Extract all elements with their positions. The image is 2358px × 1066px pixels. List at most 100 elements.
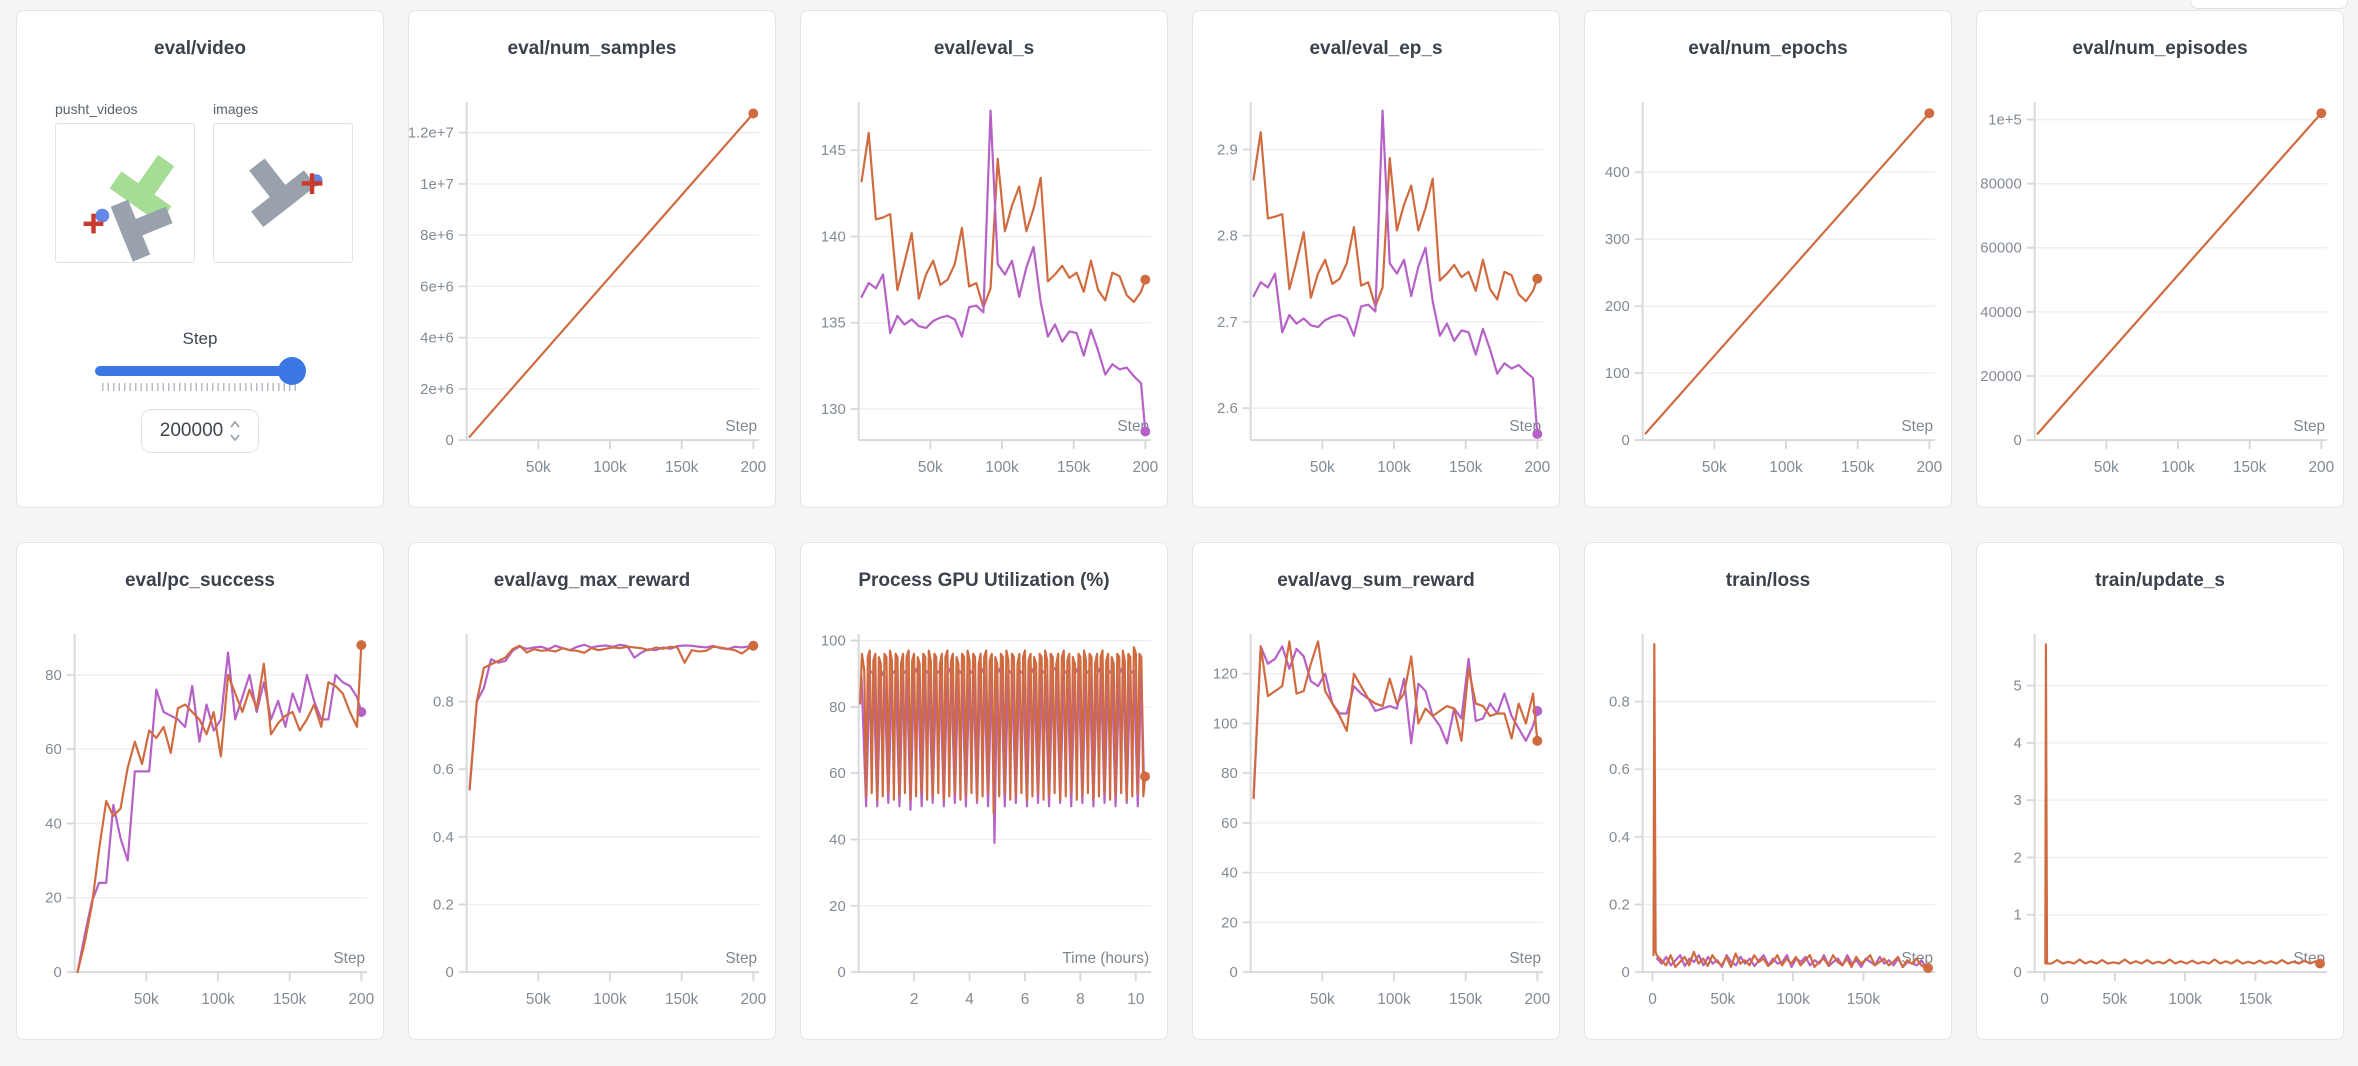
svg-text:100: 100 (1213, 716, 1238, 732)
svg-text:1e+7: 1e+7 (420, 177, 454, 193)
svg-text:150k: 150k (1057, 459, 1091, 476)
gpu-utilization-chart: 0 20 40 60 80 100 2 4 6 8 10 Time (hours) (821, 634, 1152, 1008)
svg-text:100: 100 (1605, 366, 1630, 382)
svg-text:50k: 50k (2102, 991, 2127, 1008)
svg-text:200: 200 (1605, 299, 1630, 315)
svg-text:0: 0 (445, 965, 453, 981)
panel-eval-avg-max-reward[interactable]: eval/avg_max_reward 0 0.2 0.4 0.6 0.8 50k 100k… (408, 542, 776, 1040)
svg-text:200: 200 (1524, 991, 1550, 1008)
stepper-up-icon (230, 420, 240, 428)
images-thumbnail[interactable] (213, 123, 353, 263)
media-label-images: images (213, 101, 259, 117)
svg-text:150k: 150k (1449, 459, 1483, 476)
svg-text:8e+6: 8e+6 (420, 228, 454, 244)
eval-num-epochs-chart: 0 100 200 300 400 50k 100k 150k 200 Step (1605, 101, 1942, 476)
panel-eval-num-episodes[interactable]: eval/num_episodes 0 20000 40000 60000 80000 1… (1976, 10, 2344, 508)
panel-eval-eval-s[interactable]: eval/eval_s 130 135 140 145 50k 100k 150k 200 St… (800, 10, 1168, 508)
step-slider[interactable] (95, 357, 306, 385)
svg-text:Step: Step (725, 418, 757, 435)
slider-thumb[interactable] (277, 357, 306, 385)
media-label-pusht-videos: pusht_videos (55, 101, 138, 117)
chart-title: eval/num_samples (507, 38, 677, 59)
svg-text:0.6: 0.6 (433, 762, 454, 778)
svg-text:0: 0 (2013, 433, 2021, 449)
svg-text:0.6: 0.6 (1609, 762, 1630, 778)
svg-text:0: 0 (53, 965, 61, 981)
svg-text:100k: 100k (1377, 459, 1411, 476)
svg-text:130: 130 (821, 402, 846, 418)
panel-eval-video[interactable]: eval/video pusht_videos images (16, 10, 384, 508)
svg-text:80: 80 (45, 668, 62, 684)
panel-train-update-s[interactable]: train/update_s 0 1 2 3 4 5 0 50k 100k 150k Step (1976, 542, 2344, 1040)
svg-text:135: 135 (821, 316, 846, 332)
svg-text:50k: 50k (1702, 459, 1727, 476)
svg-text:0: 0 (1229, 965, 1237, 981)
svg-text:300: 300 (1605, 232, 1630, 248)
stepper-down-icon (230, 434, 240, 442)
svg-text:100k: 100k (593, 991, 627, 1008)
goal-cross (83, 213, 104, 234)
svg-text:200: 200 (740, 459, 766, 476)
svg-text:0: 0 (837, 965, 845, 981)
svg-text:200: 200 (348, 991, 374, 1008)
chart-title: train/loss (1725, 570, 1811, 591)
stepper-arrows-icon[interactable] (230, 420, 240, 442)
svg-text:0: 0 (445, 433, 453, 449)
step-slider-label: Step (182, 329, 218, 348)
svg-text:Step: Step (2293, 418, 2325, 435)
panel-eval-num-samples[interactable]: eval/num_samples 0 2e+6 4e+6 6e+6 8e+6 1e+7 1.… (408, 10, 776, 508)
svg-text:150k: 150k (665, 991, 699, 1008)
svg-text:100k: 100k (985, 459, 1019, 476)
svg-text:200: 200 (1524, 459, 1550, 476)
green-t-shape (109, 154, 175, 224)
svg-text:50k: 50k (1310, 459, 1335, 476)
svg-text:6: 6 (1021, 991, 1030, 1008)
svg-text:100k: 100k (593, 459, 627, 476)
eval-avg-sum-reward-chart: 0 20 40 60 80 100 120 50k 100k 150k 200 Step (1213, 633, 1550, 1008)
pusht-videos-thumbnail[interactable] (55, 123, 195, 263)
panel-eval-pc-success[interactable]: eval/pc_success 0 20 40 60 80 50k 100k 150k 200 S… (16, 542, 384, 1040)
chart-title: eval/eval_ep_s (1309, 38, 1443, 59)
svg-text:100k: 100k (1377, 991, 1411, 1008)
svg-text:2.8: 2.8 (1217, 229, 1238, 245)
eval-pc-success-chart: 0 20 40 60 80 50k 100k 150k 200 Step (45, 633, 374, 1008)
svg-text:100k: 100k (2168, 991, 2202, 1008)
svg-text:2: 2 (2013, 850, 2021, 866)
svg-text:150k: 150k (1847, 991, 1881, 1008)
eval-num-episodes-chart: 0 20000 40000 60000 80000 1e+5 50k 100k 150k 200 S… (1980, 101, 2334, 476)
gray-t-shape (249, 158, 317, 228)
panel-gpu-utilization[interactable]: Process GPU Utilization (%) 0 20 40 60 80 100… (800, 542, 1168, 1040)
cutoff-element-top-right (2190, 0, 2348, 9)
svg-text:150k: 150k (1449, 991, 1483, 1008)
step-value: 200000 (159, 420, 224, 441)
svg-text:100k: 100k (201, 991, 235, 1008)
chart-title: Process GPU Utilization (%) (858, 570, 1110, 591)
panel-eval-num-epochs[interactable]: eval/num_epochs 0 100 200 300 400 50k 100k 150k… (1584, 10, 1952, 508)
svg-text:0.2: 0.2 (433, 897, 454, 913)
svg-text:40: 40 (829, 832, 846, 848)
svg-text:200: 200 (740, 991, 766, 1008)
agent-dot (95, 208, 110, 223)
slider-track[interactable] (95, 366, 305, 376)
svg-text:Step: Step (725, 950, 757, 967)
svg-text:Step: Step (1509, 950, 1541, 967)
step-value-input[interactable]: 200000 (141, 409, 259, 453)
svg-text:2.7: 2.7 (1217, 315, 1238, 331)
panel-eval-eval-ep-s[interactable]: eval/eval_ep_s 2.6 2.7 2.8 2.9 50k 100k 150k 20… (1192, 10, 1560, 508)
panel-train-loss[interactable]: train/loss 0 0.2 0.4 0.6 0.8 0 50k 100k 150k Step (1584, 542, 1952, 1040)
svg-text:0.8: 0.8 (433, 695, 454, 711)
media-row (55, 123, 383, 263)
svg-text:0: 0 (2013, 965, 2021, 981)
svg-text:50k: 50k (526, 991, 551, 1008)
svg-text:200: 200 (1132, 459, 1158, 476)
chart-title: eval/num_episodes (2072, 38, 2248, 59)
svg-text:140: 140 (821, 229, 846, 245)
svg-text:150k: 150k (1841, 459, 1875, 476)
svg-text:0.4: 0.4 (1609, 830, 1630, 846)
panel-eval-avg-sum-reward[interactable]: eval/avg_sum_reward 0 20 40 60 80 100 120 50k 10… (1192, 542, 1560, 1040)
svg-text:150k: 150k (273, 991, 307, 1008)
svg-text:100k: 100k (1776, 991, 1810, 1008)
eval-num-samples-chart: 0 2e+6 4e+6 6e+6 8e+6 1e+7 1.2e+7 50k 100k 150k 20… (409, 101, 766, 476)
